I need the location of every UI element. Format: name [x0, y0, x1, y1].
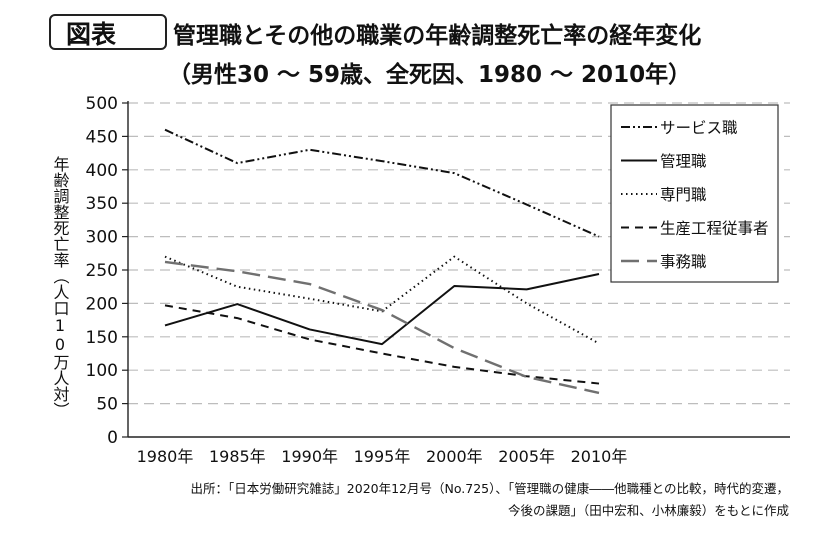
legend-label-2: 管理職 — [660, 153, 707, 171]
x-tick-label: 2000年 — [426, 447, 483, 466]
y-tick-label: 150 — [86, 328, 118, 348]
y-tick-label: 250 — [86, 261, 118, 281]
series-line-5 — [164, 260, 600, 395]
x-tick-label: 2010年 — [571, 447, 628, 466]
y-tick-label: 350 — [86, 194, 118, 214]
figure-badge-frame — [49, 14, 167, 50]
y-tick-label: 200 — [86, 294, 118, 314]
x-tick-labels: 1980年 1985年 1990年 1995年 2000年 2005年 2010年 — [137, 447, 628, 466]
x-tick-label: 1980年 — [137, 447, 194, 466]
y-axis-label: 年齢調整死亡率（人口10万人対） — [51, 156, 70, 418]
y-tick-label: 50 — [96, 395, 118, 415]
x-tick-label: 1985年 — [209, 447, 266, 466]
legend-label-5: 事務職 — [660, 253, 707, 271]
x-tick-label: 1995年 — [354, 447, 411, 466]
chart-title: 管理職とその他の職業の年齢調整死亡率の経年変化 — [173, 22, 701, 49]
y-tick-label: 500 — [86, 94, 118, 114]
series-line-2 — [164, 273, 600, 346]
y-tick-label: 100 — [86, 361, 118, 381]
source-note-line2: 今後の課題」（田中宏和、小林廉毅）をもとに作成 — [508, 503, 789, 518]
y-tick-labels: 0 50 100 150 200 250 300 350 400 450 500 — [86, 94, 118, 448]
y-tick-label: 300 — [86, 228, 118, 248]
legend-label-3: 専門職 — [660, 186, 707, 204]
axes — [122, 101, 790, 438]
figure-badge: 図表 — [66, 20, 117, 49]
legend-label-1: サービス職 — [660, 119, 738, 137]
y-tick-label: 400 — [86, 161, 118, 181]
series-line-4 — [164, 304, 600, 385]
legend-frame — [610, 104, 779, 283]
chart-subtitle: （男性30 ～ 59歳、全死因、1980 ～ 2010年） — [168, 61, 691, 88]
source-note-line1: 出所：「日本労働研究雑誌」2020年12月号（No.725）、「管理職の健康――… — [191, 481, 789, 496]
y-tick-label: 0 — [107, 428, 118, 448]
y-tick-label: 450 — [86, 127, 118, 147]
series-line-1 — [164, 128, 600, 238]
x-tick-label: 1990年 — [281, 447, 338, 466]
legend-label-4: 生産工程従事者 — [660, 220, 769, 238]
series-lines — [164, 128, 600, 395]
x-tick-label: 2005年 — [498, 447, 555, 466]
